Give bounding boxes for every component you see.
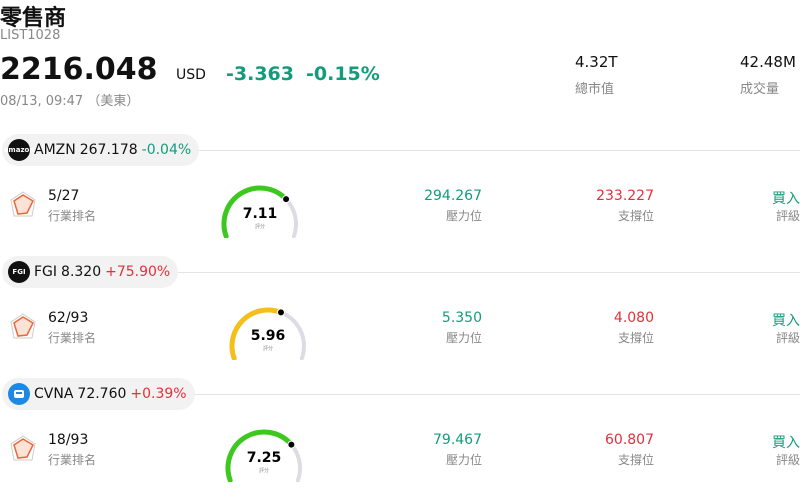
gauge-dot	[276, 308, 285, 317]
support-label: 支撐位	[617, 453, 654, 467]
code: LIST1028	[0, 28, 61, 43]
stock-change: -0.04%	[141, 142, 192, 158]
stock-price: 267.178	[79, 142, 138, 158]
support-label: 支撐位	[617, 331, 654, 345]
ticker: FGI	[34, 264, 58, 280]
rank-label: 行業排名	[48, 453, 97, 467]
score-label: 評分	[259, 467, 269, 474]
ticker: AMZN	[34, 142, 76, 158]
gauge-value	[221, 185, 289, 238]
radar-shape	[13, 438, 34, 459]
stat-label: 成交量	[740, 82, 780, 97]
radar-bg	[10, 435, 36, 461]
logo: FGI	[8, 261, 30, 283]
support: 233.227	[596, 188, 654, 204]
logo	[8, 383, 30, 405]
rank: 18/93	[48, 432, 89, 448]
price: 2216.048	[0, 52, 158, 87]
stock-pill[interactable]: amazon AMZN 267.178 -0.04%	[2, 134, 200, 166]
change: -3.363	[226, 63, 294, 85]
stock-pill[interactable]: FGI FGI 8.320 +75.90%	[2, 256, 179, 288]
radar-icon	[10, 313, 36, 339]
ticker: CVNA	[34, 386, 74, 402]
radar-bg	[10, 191, 36, 217]
resistance-label: 壓力位	[445, 331, 482, 345]
gauge-dot	[282, 195, 291, 204]
stat-value: 42.48M	[740, 53, 796, 71]
resistance: 294.267	[424, 188, 482, 204]
stat-value: 4.32T	[575, 53, 618, 71]
score: 7.25	[247, 450, 282, 466]
resistance: 5.350	[441, 310, 482, 326]
radar-icon	[10, 435, 36, 461]
score-label: 評分	[263, 345, 273, 352]
rating: 買入	[772, 435, 800, 451]
radar-shape	[13, 194, 34, 215]
score-label: 評分	[255, 223, 265, 230]
time: 08/13, 09:47 （美東）	[0, 94, 140, 109]
stock-pill[interactable]: CVNA 72.760 +0.39%	[2, 378, 195, 410]
rank-label: 行業排名	[48, 331, 97, 345]
score: 7.11	[243, 206, 278, 222]
support-label: 支撐位	[617, 209, 654, 223]
rating-label: 評級	[775, 209, 800, 223]
resistance-label: 壓力位	[445, 453, 482, 467]
score: 5.96	[251, 328, 286, 344]
rating-label: 評級	[775, 331, 800, 345]
rank: 62/93	[48, 310, 89, 326]
rating: 買入	[772, 191, 800, 207]
separator	[195, 394, 800, 395]
currency: USD	[176, 67, 206, 83]
separator	[199, 150, 800, 151]
rating: 買入	[772, 313, 800, 329]
separator	[178, 272, 800, 273]
support: 4.080	[613, 310, 654, 326]
stock-change: +0.39%	[130, 386, 187, 402]
support: 60.807	[605, 432, 654, 448]
change-pct: -0.15%	[306, 63, 380, 85]
gauge-value	[225, 429, 294, 482]
stat-label: 總市值	[575, 82, 615, 97]
logo: amazon	[4, 139, 34, 161]
stock-change: +75.90%	[105, 264, 171, 280]
radar-bg	[10, 313, 36, 339]
gauge-value	[229, 307, 284, 360]
stock-price: 72.760	[77, 386, 127, 402]
rank: 5/27	[48, 188, 80, 204]
title: 零售商	[0, 6, 67, 31]
stock-price: 8.320	[61, 264, 102, 280]
gauge-dot	[287, 440, 296, 449]
resistance-label: 壓力位	[445, 209, 482, 223]
radar-icon	[10, 191, 36, 217]
rank-label: 行業排名	[48, 209, 97, 223]
logo-icon	[14, 390, 24, 398]
rating-label: 評級	[775, 453, 800, 467]
resistance: 79.467	[433, 432, 482, 448]
radar-shape	[13, 316, 34, 337]
